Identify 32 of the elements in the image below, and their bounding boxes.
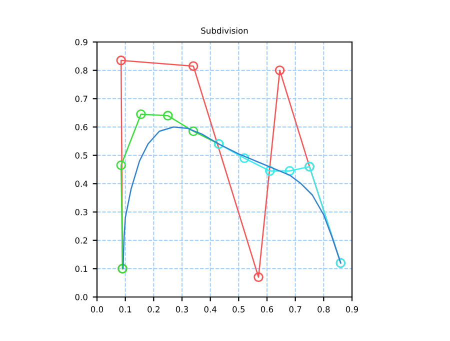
y-tick-label: 0.6 <box>75 124 88 130</box>
y-tick-label: 0.2 <box>75 237 88 244</box>
y-tick-label: 0.5 <box>75 152 88 159</box>
y-tick-label: 0.9 <box>75 38 88 46</box>
y-tick-label: 0.3 <box>75 208 88 216</box>
point <box>116 56 126 66</box>
x-tick-label: 0.6 <box>260 306 274 312</box>
point <box>264 166 275 176</box>
y-tick-label: 0.7 <box>75 96 88 102</box>
chart-title: Subdivision <box>201 27 248 34</box>
x-tick-label: 0.2 <box>148 306 160 312</box>
x-tick-label: 0.5 <box>232 306 245 312</box>
y-tick-label: 0.4 <box>75 180 88 187</box>
point <box>162 110 173 121</box>
x-tick-label: 0.8 <box>318 306 330 312</box>
y-tick-label: 0.1 <box>75 266 88 272</box>
point <box>116 160 126 170</box>
x-tick-label: 0.0 <box>90 306 104 312</box>
point <box>188 126 198 136</box>
point <box>136 109 146 120</box>
point <box>239 153 250 164</box>
point <box>274 65 285 76</box>
y-tick-label: 0.0 <box>75 294 88 300</box>
x-tick-label: 0.3 <box>176 306 188 312</box>
y-tick-label: 0.8 <box>75 67 88 74</box>
x-tick-label: 0.1 <box>119 306 132 312</box>
x-tick-label: 0.7 <box>289 306 302 312</box>
x-tick-label: 0.9 <box>346 306 358 312</box>
point <box>284 166 295 176</box>
point <box>188 61 198 71</box>
x-tick-label: 0.4 <box>204 306 216 312</box>
point <box>254 272 264 282</box>
